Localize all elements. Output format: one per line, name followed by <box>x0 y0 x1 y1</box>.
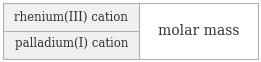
Text: palladium(I) cation: palladium(I) cation <box>15 37 128 50</box>
Text: molar mass: molar mass <box>158 24 239 38</box>
Text: rhenium(III) cation: rhenium(III) cation <box>14 10 128 23</box>
Bar <box>3 3 139 59</box>
Bar <box>139 3 258 59</box>
